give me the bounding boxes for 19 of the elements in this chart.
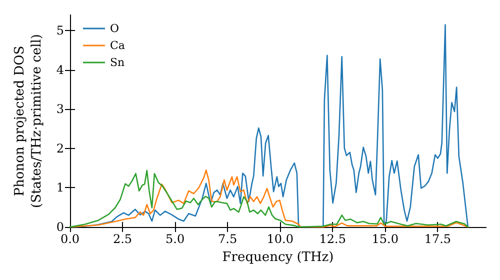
x-tick-label: 10.0 [266, 232, 294, 246]
y-tick-label: 3 [56, 102, 64, 116]
x-tick-label: 17.5 [424, 232, 452, 246]
x-tick-label: 2.5 [112, 232, 132, 246]
x-tick-label: 7.5 [218, 232, 238, 246]
legend-label: Sn [110, 56, 125, 69]
legend-label: O [110, 22, 120, 35]
y-axis-title: Phonon projected DOS (States/THz·primitive cell) [12, 34, 44, 208]
x-tick-label: 0.0 [60, 232, 80, 246]
x-axis-title: Frequency (THz) [222, 250, 334, 265]
x-tick-label: 15.0 [372, 232, 399, 246]
y-tick-label: 2 [56, 141, 64, 156]
y-tick-label: 0 [56, 220, 64, 234]
y-tick-label: 4 [56, 62, 64, 77]
y-tick-label: 5 [56, 24, 64, 38]
legend-label: Ca [110, 39, 126, 52]
y-tick-label: 1 [56, 180, 64, 195]
x-tick-label: 12.5 [319, 232, 346, 246]
x-tick-label: 5.0 [166, 232, 185, 246]
